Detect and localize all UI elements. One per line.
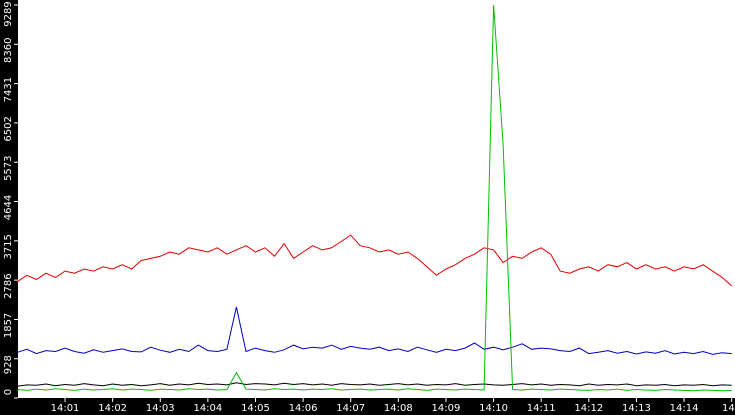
x-tick-label: 14:03 <box>146 403 175 414</box>
x-tick-label: 14:01 <box>51 403 80 414</box>
y-tick-label: 5573 <box>3 155 14 180</box>
y-tick-label: 8360 <box>3 38 14 63</box>
series-line <box>17 4 732 392</box>
y-tick-label: 7431 <box>3 77 14 102</box>
x-tick-label: 14:07 <box>336 403 365 414</box>
x-tick-label: 14:11 <box>527 403 556 414</box>
y-tick-label: 9289 <box>3 1 14 26</box>
x-tick-label: 14:05 <box>241 403 270 414</box>
y-tick-label: 6502 <box>3 116 14 141</box>
x-tick-label: 14:10 <box>479 403 508 414</box>
y-tick-label: 1857 <box>3 313 14 338</box>
series-line <box>17 306 732 355</box>
x-tick-label: 14:04 <box>193 403 222 414</box>
series-line <box>17 382 732 387</box>
y-tick-label: 928 <box>3 355 14 374</box>
x-tick-label: 14:12 <box>574 403 603 414</box>
series-line <box>17 234 733 287</box>
x-tick-label: 14:13 <box>622 403 651 414</box>
x-tick-label: 14:02 <box>98 403 127 414</box>
y-axis-strip <box>0 0 18 415</box>
x-tick-label: 14:08 <box>384 403 413 414</box>
plot-area <box>17 4 733 392</box>
y-tick-label: 2786 <box>3 273 14 298</box>
y-tick-label: 3715 <box>3 234 14 259</box>
y-tick-label: 0 <box>3 389 14 395</box>
x-tick-label: 14:09 <box>432 403 461 414</box>
x-axis-strip <box>0 398 735 415</box>
y-tick-label: 4644 <box>3 195 14 220</box>
x-tick-label: 14 <box>722 403 735 414</box>
x-tick-label: 14:14 <box>670 403 699 414</box>
x-tick-label: 14:06 <box>289 403 318 414</box>
